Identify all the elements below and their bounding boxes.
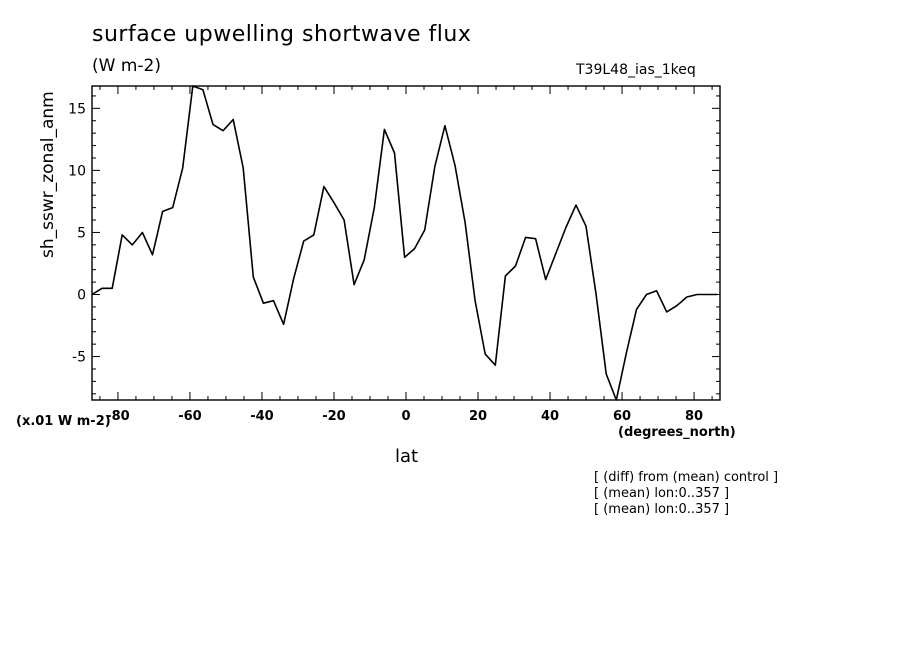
run-label: T39L48_ias_1keq <box>576 62 696 78</box>
series-line <box>91 85 718 401</box>
chart-units: (W m-2) <box>92 56 161 76</box>
plot-frame <box>91 85 721 401</box>
x-axis-units: (degrees_north) <box>618 425 736 440</box>
x-tick-label: -80 <box>106 409 130 424</box>
note-line: [ (mean) lon:0..357 ] <box>594 486 730 501</box>
y-tick-label: -5 <box>72 350 86 366</box>
y-tick-label: 15 <box>68 101 86 117</box>
x-tick-label: 60 <box>613 409 631 424</box>
note-line: [ (mean) lon:0..357 ] <box>594 502 730 517</box>
y-tick-label: 0 <box>77 288 86 304</box>
x-tick-label: 40 <box>541 409 559 424</box>
x-tick-label: -60 <box>178 409 202 424</box>
notes-block: [ (diff) from (mean) control ] [ (mean) … <box>594 470 778 518</box>
scale-note: (x.01 W m-2) <box>16 414 111 429</box>
note-line: [ (diff) from (mean) control ] <box>594 470 779 485</box>
x-tick-label: 20 <box>469 409 487 424</box>
y-tick-label: 10 <box>68 163 86 179</box>
x-tick-label: -40 <box>250 409 274 424</box>
y-tick-label: 5 <box>77 225 86 241</box>
x-tick-label: -20 <box>322 409 346 424</box>
chart-title: surface upwelling shortwave flux <box>92 22 472 47</box>
x-tick-label: 80 <box>685 409 703 424</box>
x-tick-label: 0 <box>401 409 410 424</box>
x-axis-label: lat <box>395 446 419 467</box>
y-axis-label: sh_sswr_zonal_anm <box>38 91 58 258</box>
tick-labels: -80 -60 -40 -20 0 20 40 60 80 -5 0 5 10 15 <box>68 101 703 424</box>
